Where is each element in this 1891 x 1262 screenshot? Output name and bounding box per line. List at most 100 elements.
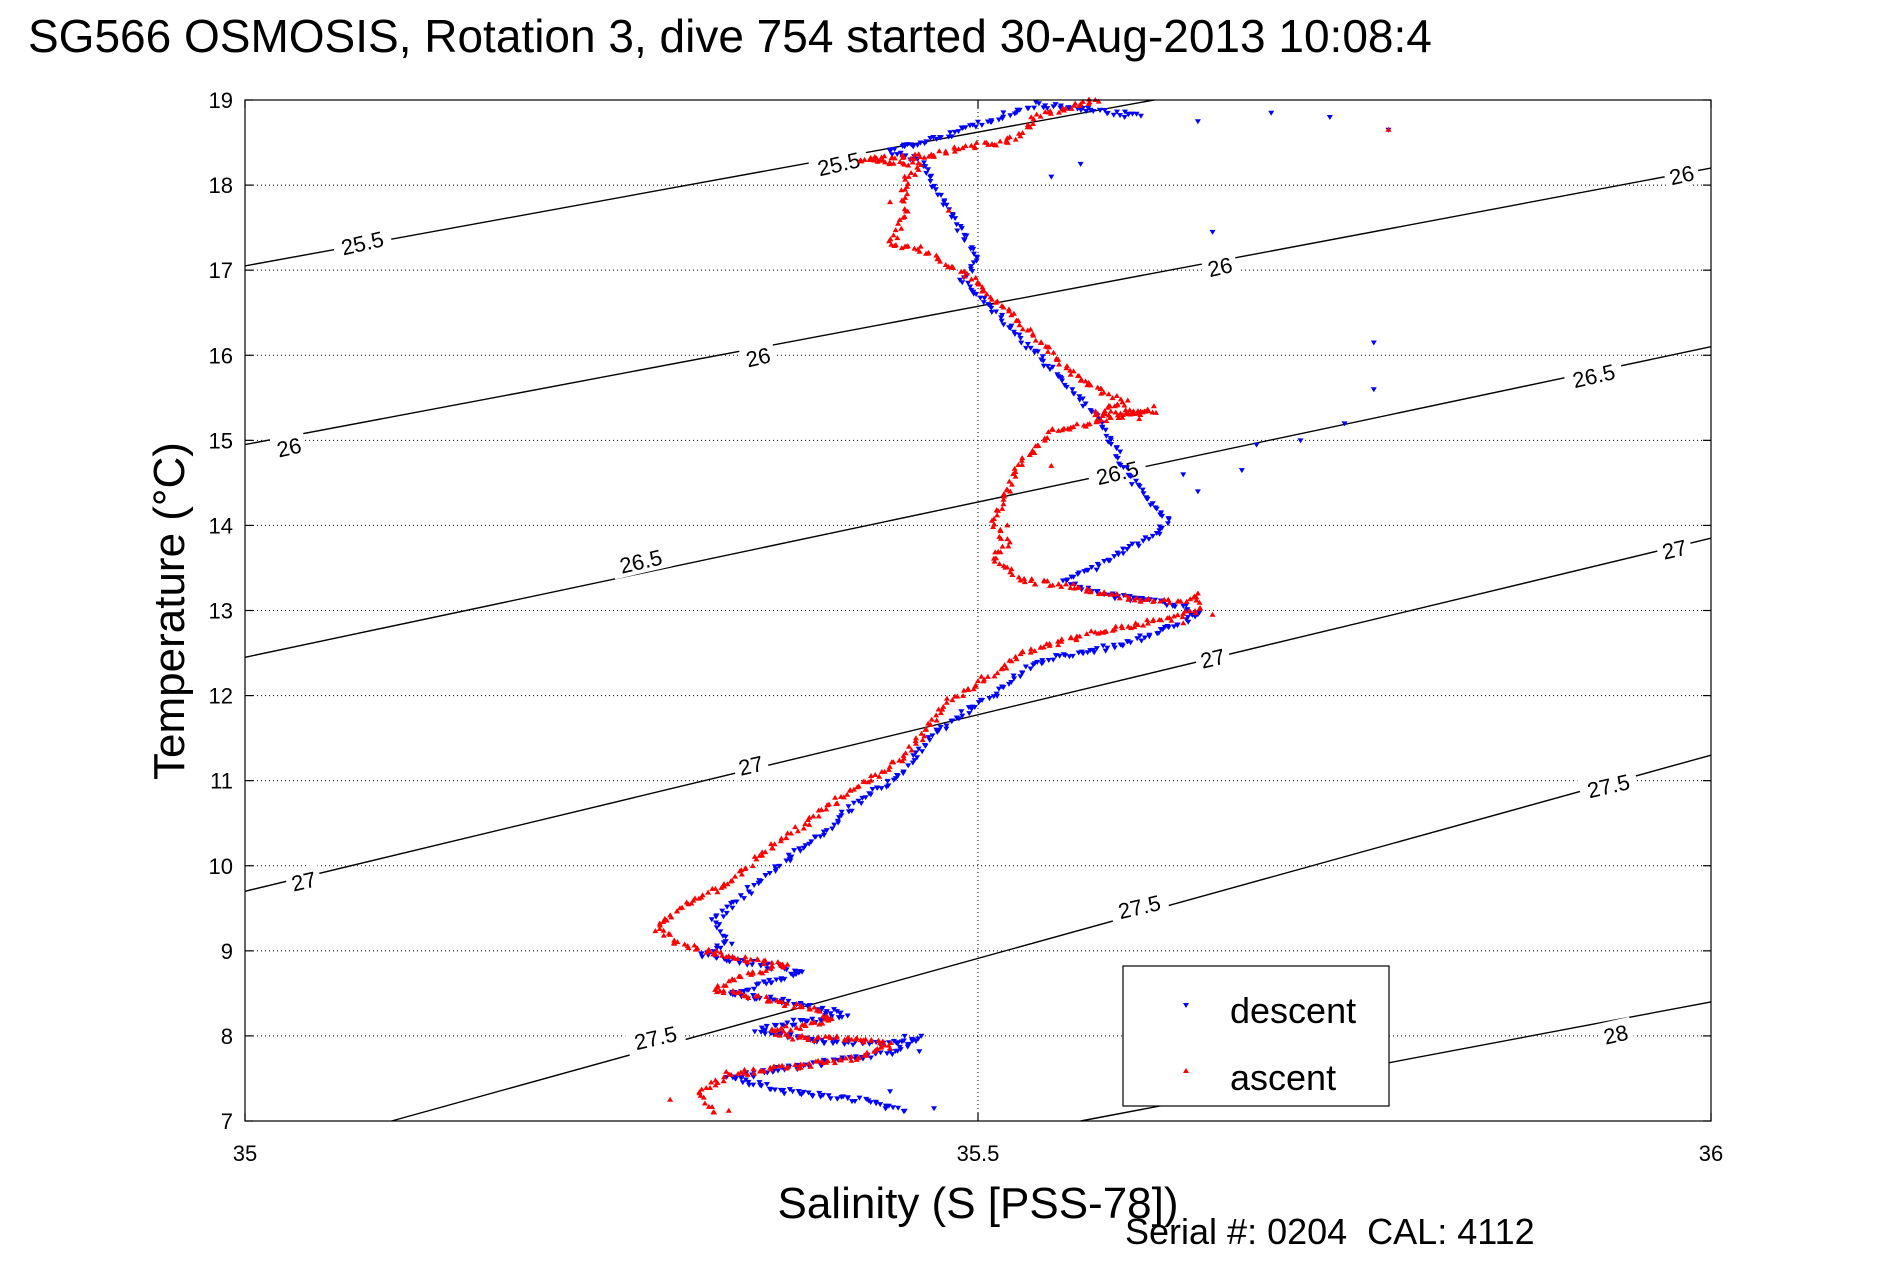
data-point-descent [1066,654,1073,660]
data-point-descent [789,1023,796,1029]
contour-label-background [283,863,323,897]
contour-line-27.5 [391,754,1712,1122]
data-point-descent [1005,681,1012,687]
data-point-descent [744,885,751,891]
data-point-descent [972,124,979,130]
data-point-descent [739,1080,746,1086]
data-point-ascent [793,1024,800,1030]
data-point-descent [756,1080,763,1086]
data-point-descent [721,941,728,947]
data-point-descent [1017,336,1024,342]
data-point-ascent [776,1032,783,1038]
data-point-ascent [886,763,893,769]
data-point-descent [1158,510,1165,516]
data-point-ascent [732,873,739,879]
data-point-ascent [747,956,754,962]
data-point-ascent [1027,649,1034,655]
data-point-ascent [1047,582,1054,588]
grid [245,100,1711,1121]
data-point-descent [850,800,857,806]
y-tick-label: 15 [209,428,233,453]
data-point-descent [1093,646,1100,652]
data-point-descent [941,199,948,205]
legend: descent ascent [1122,965,1390,1107]
y-tick-label: 13 [209,599,233,624]
data-point-descent [916,1049,923,1055]
data-point-ascent [1044,344,1051,350]
data-point-descent [749,962,756,968]
data-point-ascent [778,1025,785,1031]
data-point-descent [806,841,813,847]
data-point-ascent [1164,615,1171,621]
data-point-descent [910,753,917,759]
data-point-descent [809,1036,816,1042]
data-point-ascent [816,1021,823,1027]
data-point-ascent [1087,589,1094,595]
data-point-ascent [1056,109,1063,115]
data-point-descent [1048,174,1055,180]
legend-ascent-label: ascent [1230,1057,1336,1098]
data-point-descent [1170,624,1177,630]
data-point-ascent [1111,403,1118,409]
data-point-descent [1107,437,1114,443]
data-point-ascent [759,849,766,855]
data-point-ascent [972,274,979,280]
data-point-descent [1146,634,1153,640]
data-point-ascent [1119,414,1126,420]
data-point-descent [1088,564,1095,570]
data-point-ascent [1126,407,1133,413]
data-point-ascent [1006,539,1013,545]
data-point-ascent [942,261,949,267]
data-point-ascent [861,1052,868,1058]
data-point-ascent [980,287,987,293]
data-point-descent [937,135,944,141]
data-point-ascent [1027,577,1034,583]
data-point-ascent [1150,598,1157,604]
data-point-ascent [980,678,987,684]
data-point-ascent [763,993,770,999]
data-point-ascent [1013,656,1020,662]
data-point-ascent [895,220,902,226]
data-point-ascent [984,673,991,679]
data-point-ascent [726,1071,733,1077]
data-point-ascent [725,1107,732,1113]
data-point-ascent [1010,310,1017,316]
data-point-ascent [685,901,692,907]
data-point-ascent [671,937,678,943]
data-point-ascent [1137,598,1144,604]
data-point-descent [953,715,960,721]
data-point-descent [1039,660,1046,666]
data-point-ascent [1058,583,1065,589]
data-point-descent [920,160,927,166]
data-point-descent [908,1036,915,1042]
data-point-descent [1104,645,1111,651]
data-point-ascent [745,970,752,976]
data-point-ascent [698,1086,705,1092]
data-point-descent [1010,329,1017,335]
data-point-ascent [992,549,999,555]
data-point-descent [762,873,769,879]
data-point-descent [904,1044,911,1050]
data-point-ascent [917,243,924,249]
data-point-ascent [950,265,957,271]
data-point-descent [1019,671,1026,677]
data-point-descent [981,296,988,302]
data-point-ascent [996,561,1003,567]
data-point-ascent [900,214,907,220]
data-point-ascent [862,1036,869,1042]
data-point-descent [785,998,792,1004]
data-point-descent [784,1020,791,1026]
data-point-ascent [1004,135,1011,141]
data-point-ascent [975,279,981,285]
data-point-descent [1121,109,1128,115]
data-point-descent [1080,403,1087,409]
data-point-ascent [1000,496,1007,502]
y-tick-label: 8 [221,1024,233,1049]
data-point-descent [1085,105,1092,111]
data-point-ascent [994,298,1001,304]
data-point-ascent [1193,597,1200,603]
data-point-descent [1117,463,1124,469]
data-point-ascent [792,1062,799,1068]
data-point-ascent [1001,493,1008,499]
data-point-descent [967,264,974,270]
